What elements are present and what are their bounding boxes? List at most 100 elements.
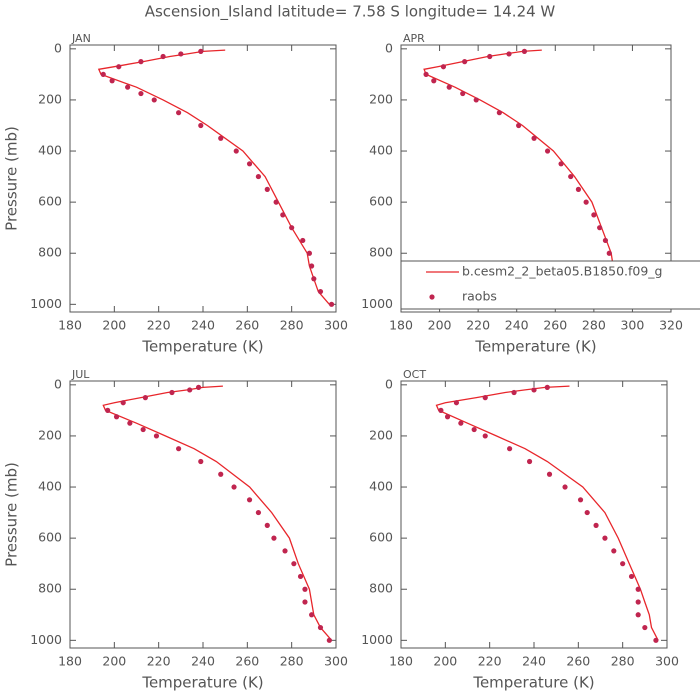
obs-point — [218, 135, 224, 141]
x-tick-label: 280 — [611, 654, 635, 669]
x-tick-label: 260 — [235, 654, 259, 669]
x-tick-label: 180 — [58, 654, 82, 669]
y-tick-label: 200 — [38, 91, 62, 106]
obs-point — [521, 48, 528, 54]
obs-point — [105, 407, 111, 413]
plot-frame — [69, 380, 337, 649]
obs-point — [462, 59, 468, 65]
x-tick-label: 200 — [102, 654, 126, 669]
y-tick-label: 0 — [385, 376, 393, 391]
x-tick-label: 300 — [324, 318, 348, 333]
y-tick-label: 1000 — [361, 632, 393, 647]
obs-point — [544, 384, 550, 390]
obs-point — [151, 97, 157, 103]
x-tick-label: 220 — [466, 318, 490, 333]
y-axis-label: Pressure (mb) — [3, 126, 21, 231]
obs-point — [620, 561, 626, 567]
obs-point — [218, 471, 224, 477]
panel: JUL 180 200 220 240 260 280 300 0 200 400 600 800 100… — [3, 368, 348, 692]
obs-point — [176, 110, 182, 116]
obs-point — [531, 387, 537, 393]
obs-point — [482, 395, 488, 401]
y-tick-label: 800 — [369, 581, 393, 596]
y-tick-label: 400 — [369, 479, 393, 494]
obs-point — [635, 599, 641, 605]
x-tick-label: 300 — [655, 654, 679, 669]
obs-point — [423, 71, 429, 77]
obs-point — [231, 484, 237, 490]
x-tick-label: 240 — [505, 318, 529, 333]
obs-point — [593, 522, 599, 528]
obs-point — [487, 53, 493, 60]
obs-point — [482, 433, 488, 439]
x-axis-label: Temperature (K) — [141, 338, 263, 356]
obs-point — [583, 199, 589, 205]
y-tick-label: 600 — [38, 530, 62, 545]
obs-point — [309, 612, 315, 618]
obs-point — [642, 624, 648, 631]
x-tick-label: 280 — [582, 318, 606, 333]
obs-point — [526, 458, 533, 465]
obs-point — [176, 446, 182, 452]
obs-point — [577, 497, 584, 503]
obs-point — [602, 237, 609, 244]
obs-point — [306, 250, 312, 256]
y-tick-label: 600 — [369, 194, 393, 209]
x-axis-label: Temperature (K) — [474, 338, 596, 356]
obs-point — [127, 420, 133, 426]
obs-point — [198, 48, 204, 54]
y-tick-label: 0 — [385, 40, 393, 55]
obs-point — [100, 71, 106, 77]
obs-point — [516, 122, 522, 129]
obs-point — [544, 148, 551, 154]
obs-point — [280, 212, 286, 218]
obs-point — [300, 237, 306, 244]
obs-point — [496, 110, 502, 116]
obs-point — [264, 522, 270, 528]
obs-point — [531, 135, 537, 141]
y-tick-label: 200 — [369, 427, 393, 442]
x-tick-label: 220 — [147, 318, 171, 333]
obs-point — [635, 586, 641, 592]
obs-point — [255, 509, 262, 516]
y-axis-label: Pressure (mb) — [3, 462, 21, 567]
x-tick-label: 200 — [433, 654, 457, 669]
x-tick-label: 240 — [191, 654, 215, 669]
obs-point — [282, 548, 288, 554]
y-tick-label: 800 — [369, 245, 393, 260]
y-tick-label: 800 — [38, 581, 62, 596]
x-tick-label: 180 — [389, 654, 413, 669]
x-tick-label: 200 — [102, 318, 126, 333]
obs-point — [471, 426, 477, 433]
x-tick-label: 240 — [522, 654, 546, 669]
legend-label: raobs — [462, 289, 497, 304]
y-tick-label: 600 — [369, 530, 393, 545]
model-line — [97, 49, 330, 305]
obs-point — [264, 186, 270, 192]
obs-point — [562, 484, 568, 490]
obs-point — [568, 173, 574, 180]
obs-point — [440, 64, 447, 70]
obs-point — [125, 84, 131, 90]
obs-point — [291, 561, 297, 567]
obs-point — [611, 548, 617, 554]
obs-point — [438, 407, 444, 413]
obs-point — [302, 586, 308, 592]
obs-point — [273, 199, 279, 205]
y-tick-label: 200 — [369, 91, 393, 106]
obs-point — [153, 433, 160, 439]
obs-point — [302, 599, 308, 605]
legend-box — [400, 260, 700, 310]
obs-point — [109, 78, 115, 84]
obs-point — [138, 90, 144, 97]
obs-point — [317, 624, 324, 631]
legend-dot — [429, 294, 435, 300]
obs-point — [458, 420, 464, 426]
panel-label: APR — [403, 32, 425, 45]
obs-point — [246, 161, 253, 167]
x-tick-label: 300 — [620, 318, 644, 333]
y-tick-label: 1000 — [30, 632, 62, 647]
x-tick-label: 260 — [235, 318, 259, 333]
obs-point — [444, 414, 451, 420]
x-tick-label: 280 — [280, 318, 304, 333]
